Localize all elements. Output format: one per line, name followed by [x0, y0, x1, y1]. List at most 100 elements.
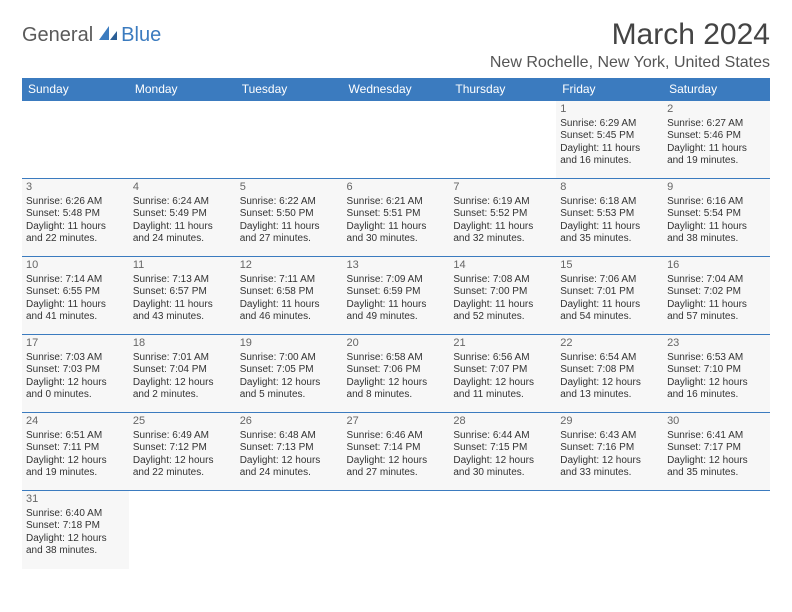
sunrise-text: Sunrise: 6:19 AM — [453, 196, 552, 209]
daylight-text-2: and 24 minutes. — [240, 467, 339, 480]
day-number: 23 — [667, 337, 766, 351]
daylight-text: Daylight: 11 hours — [560, 221, 659, 234]
day-number: 6 — [347, 181, 446, 195]
day-number: 28 — [453, 415, 552, 429]
calendar-cell: 2Sunrise: 6:27 AMSunset: 5:46 PMDaylight… — [663, 101, 770, 179]
daylight-text: Daylight: 11 hours — [133, 221, 232, 234]
daylight-text-2: and 35 minutes. — [560, 233, 659, 246]
calendar-cell-blank — [236, 101, 343, 179]
sunset-text: Sunset: 7:07 PM — [453, 364, 552, 377]
weekday-header-row: Sunday Monday Tuesday Wednesday Thursday… — [22, 78, 770, 101]
sail-icon — [97, 24, 119, 47]
sunrise-text: Sunrise: 7:11 AM — [240, 274, 339, 287]
calendar-cell: 30Sunrise: 6:41 AMSunset: 7:17 PMDayligh… — [663, 413, 770, 491]
day-number: 3 — [26, 181, 125, 195]
sunset-text: Sunset: 7:13 PM — [240, 442, 339, 455]
sunrise-text: Sunrise: 7:14 AM — [26, 274, 125, 287]
calendar-cell: 8Sunrise: 6:18 AMSunset: 5:53 PMDaylight… — [556, 179, 663, 257]
day-number: 18 — [133, 337, 232, 351]
day-number: 14 — [453, 259, 552, 273]
logo-text-general: General — [22, 24, 93, 47]
sunset-text: Sunset: 5:51 PM — [347, 208, 446, 221]
sunrise-text: Sunrise: 6:54 AM — [560, 352, 659, 365]
sunset-text: Sunset: 7:00 PM — [453, 286, 552, 299]
calendar-cell: 28Sunrise: 6:44 AMSunset: 7:15 PMDayligh… — [449, 413, 556, 491]
sunset-text: Sunset: 7:12 PM — [133, 442, 232, 455]
daylight-text: Daylight: 11 hours — [560, 299, 659, 312]
header: General Blue March 2024 New Rochelle, Ne… — [22, 18, 770, 72]
daylight-text-2: and 43 minutes. — [133, 311, 232, 324]
daylight-text-2: and 33 minutes. — [560, 467, 659, 480]
daylight-text: Daylight: 12 hours — [133, 377, 232, 390]
daylight-text-2: and 22 minutes. — [26, 233, 125, 246]
daylight-text: Daylight: 11 hours — [347, 221, 446, 234]
daylight-text: Daylight: 12 hours — [26, 533, 125, 546]
day-number: 2 — [667, 103, 766, 117]
sunset-text: Sunset: 7:18 PM — [26, 520, 125, 533]
calendar-row: 1Sunrise: 6:29 AMSunset: 5:45 PMDaylight… — [22, 101, 770, 179]
calendar-cell: 17Sunrise: 7:03 AMSunset: 7:03 PMDayligh… — [22, 335, 129, 413]
day-number: 20 — [347, 337, 446, 351]
daylight-text-2: and 0 minutes. — [26, 389, 125, 402]
sunrise-text: Sunrise: 6:51 AM — [26, 430, 125, 443]
sunrise-text: Sunrise: 6:44 AM — [453, 430, 552, 443]
calendar-cell: 29Sunrise: 6:43 AMSunset: 7:16 PMDayligh… — [556, 413, 663, 491]
daylight-text-2: and 8 minutes. — [347, 389, 446, 402]
daylight-text-2: and 30 minutes. — [347, 233, 446, 246]
calendar-cell: 25Sunrise: 6:49 AMSunset: 7:12 PMDayligh… — [129, 413, 236, 491]
sunrise-text: Sunrise: 6:56 AM — [453, 352, 552, 365]
sunset-text: Sunset: 6:58 PM — [240, 286, 339, 299]
day-number: 13 — [347, 259, 446, 273]
daylight-text: Daylight: 11 hours — [240, 221, 339, 234]
sunrise-text: Sunrise: 7:00 AM — [240, 352, 339, 365]
sunrise-text: Sunrise: 6:53 AM — [667, 352, 766, 365]
day-number: 16 — [667, 259, 766, 273]
sunrise-text: Sunrise: 6:16 AM — [667, 196, 766, 209]
weekday-header: Friday — [556, 78, 663, 101]
sunset-text: Sunset: 7:16 PM — [560, 442, 659, 455]
sunset-text: Sunset: 5:45 PM — [560, 130, 659, 143]
calendar-cell: 10Sunrise: 7:14 AMSunset: 6:55 PMDayligh… — [22, 257, 129, 335]
calendar-cell: 23Sunrise: 6:53 AMSunset: 7:10 PMDayligh… — [663, 335, 770, 413]
daylight-text-2: and 41 minutes. — [26, 311, 125, 324]
day-number: 4 — [133, 181, 232, 195]
sunrise-text: Sunrise: 6:22 AM — [240, 196, 339, 209]
daylight-text: Daylight: 11 hours — [26, 221, 125, 234]
day-number: 31 — [26, 493, 125, 507]
calendar-cell-blank — [556, 491, 663, 569]
daylight-text: Daylight: 12 hours — [667, 455, 766, 468]
sunrise-text: Sunrise: 6:24 AM — [133, 196, 232, 209]
sunset-text: Sunset: 5:50 PM — [240, 208, 339, 221]
sunset-text: Sunset: 7:02 PM — [667, 286, 766, 299]
daylight-text: Daylight: 12 hours — [453, 455, 552, 468]
daylight-text: Daylight: 11 hours — [667, 221, 766, 234]
daylight-text-2: and 13 minutes. — [560, 389, 659, 402]
sunrise-text: Sunrise: 7:09 AM — [347, 274, 446, 287]
daylight-text: Daylight: 11 hours — [26, 299, 125, 312]
calendar-cell-blank — [22, 101, 129, 179]
calendar-row: 24Sunrise: 6:51 AMSunset: 7:11 PMDayligh… — [22, 413, 770, 491]
sunrise-text: Sunrise: 6:46 AM — [347, 430, 446, 443]
calendar-cell: 19Sunrise: 7:00 AMSunset: 7:05 PMDayligh… — [236, 335, 343, 413]
daylight-text: Daylight: 12 hours — [347, 377, 446, 390]
daylight-text: Daylight: 11 hours — [560, 143, 659, 156]
day-number: 1 — [560, 103, 659, 117]
daylight-text: Daylight: 12 hours — [667, 377, 766, 390]
daylight-text: Daylight: 12 hours — [347, 455, 446, 468]
sunset-text: Sunset: 7:08 PM — [560, 364, 659, 377]
daylight-text-2: and 46 minutes. — [240, 311, 339, 324]
sunset-text: Sunset: 7:14 PM — [347, 442, 446, 455]
weekday-header: Wednesday — [343, 78, 450, 101]
weekday-header: Saturday — [663, 78, 770, 101]
sunset-text: Sunset: 7:11 PM — [26, 442, 125, 455]
daylight-text-2: and 54 minutes. — [560, 311, 659, 324]
page-title: March 2024 — [490, 18, 770, 52]
calendar-cell: 16Sunrise: 7:04 AMSunset: 7:02 PMDayligh… — [663, 257, 770, 335]
sunset-text: Sunset: 5:46 PM — [667, 130, 766, 143]
sunrise-text: Sunrise: 6:18 AM — [560, 196, 659, 209]
sunset-text: Sunset: 6:55 PM — [26, 286, 125, 299]
daylight-text-2: and 5 minutes. — [240, 389, 339, 402]
daylight-text-2: and 24 minutes. — [133, 233, 232, 246]
daylight-text-2: and 19 minutes. — [667, 155, 766, 168]
title-block: March 2024 New Rochelle, New York, Unite… — [490, 18, 770, 72]
